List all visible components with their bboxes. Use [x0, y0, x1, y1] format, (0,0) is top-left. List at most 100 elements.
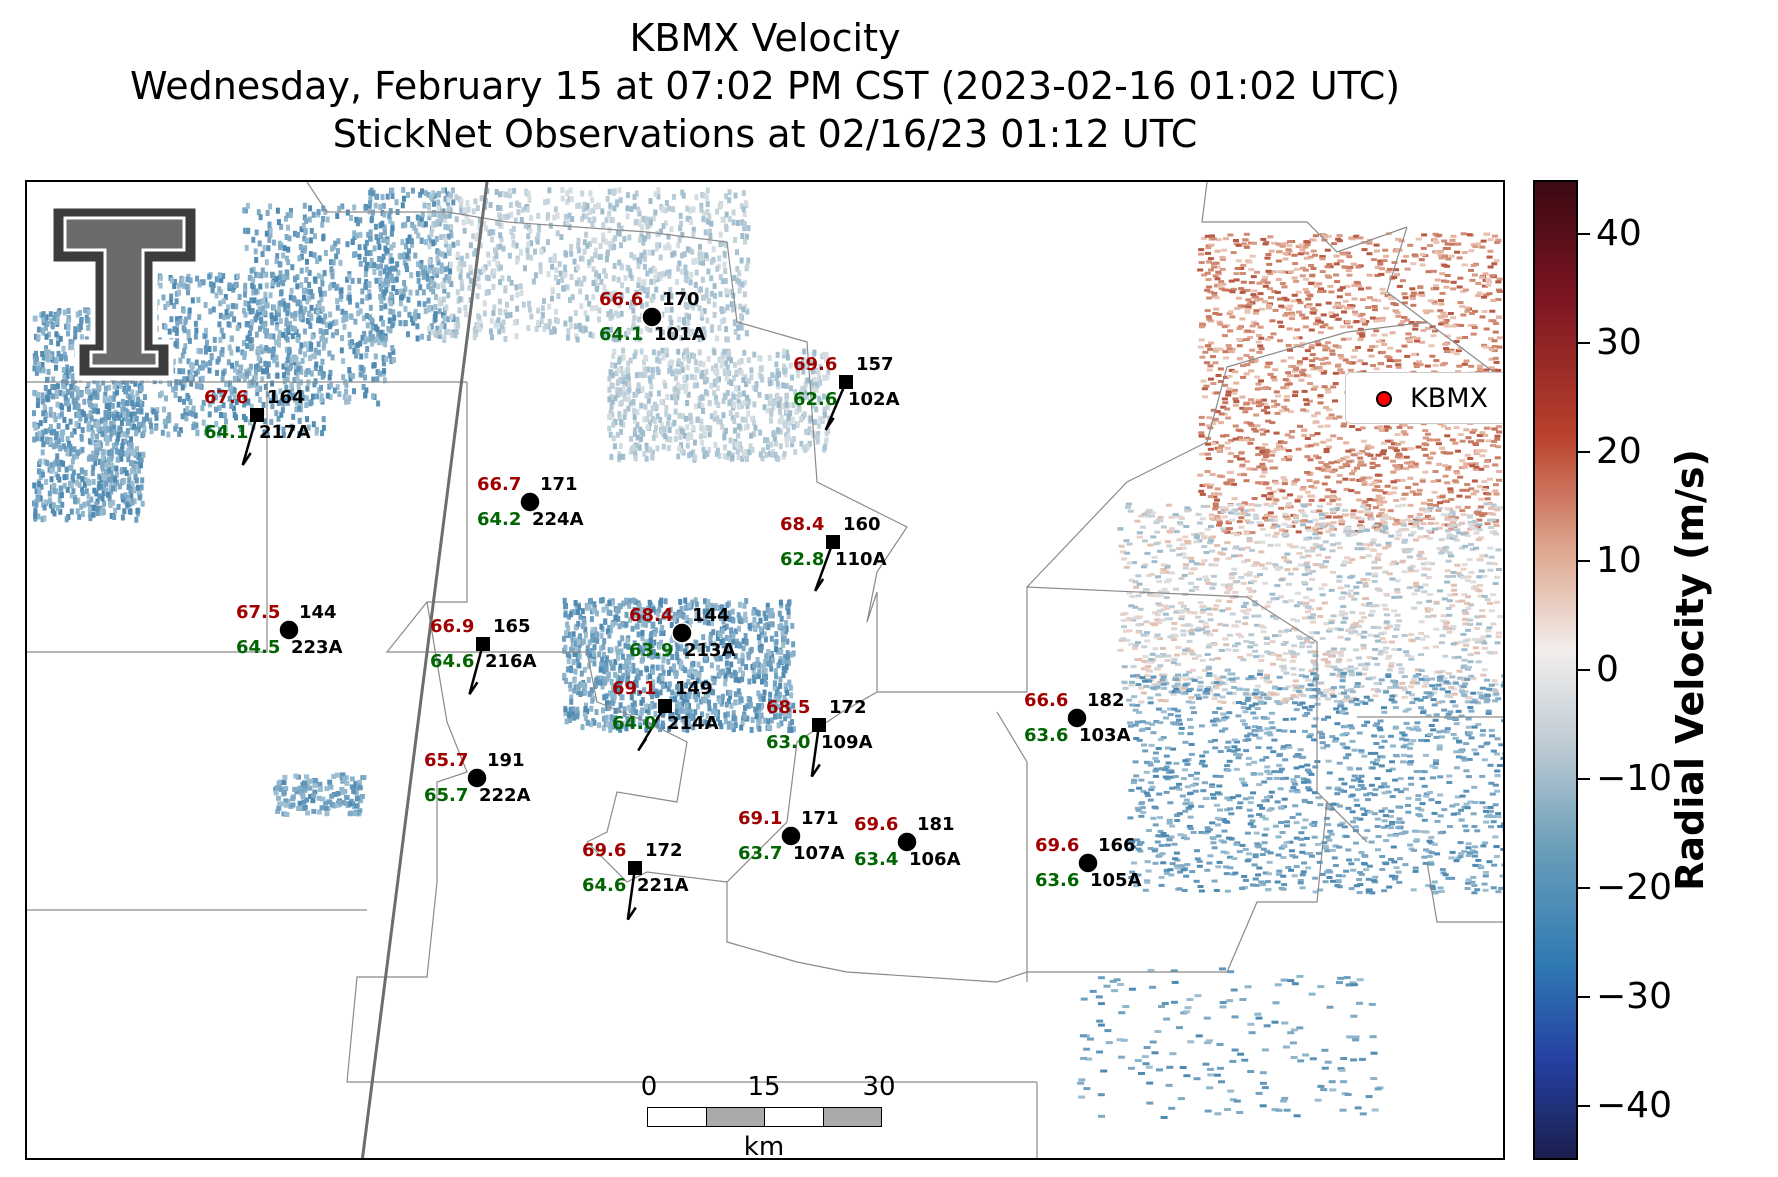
station-marker-107A[interactable]	[780, 825, 802, 847]
wind-barb-icon	[810, 724, 821, 778]
station-id: 221A	[637, 875, 689, 896]
station-temperature: 66.6	[1024, 690, 1069, 711]
station-temperature: 69.1	[612, 678, 657, 699]
station-temperature: 67.5	[236, 602, 281, 623]
station-marker-222A[interactable]	[466, 767, 488, 789]
station-id: 216A	[485, 651, 537, 672]
station-id: 107A	[793, 843, 845, 864]
radar-map[interactable]: KBMX 66.6 170 64.1 101A 69.6 157 62.6 102A 67.6 1…	[25, 180, 1505, 1160]
station-temperature: 69.6	[793, 354, 838, 375]
station-id: 109A	[821, 732, 873, 753]
station-dewpoint: 64.2	[477, 509, 522, 530]
colorbar-tick-label: −10	[1596, 757, 1672, 799]
station-wind-direction: 171	[540, 474, 578, 495]
legend-label: KBMX	[1410, 383, 1489, 414]
station-dewpoint: 63.9	[629, 640, 674, 661]
colorbar-label: Radial Velocity (m/s)	[1668, 449, 1712, 891]
station-temperature: 68.4	[780, 514, 825, 535]
colorbar-tick-mark	[1578, 1104, 1590, 1107]
station-wind-direction: 172	[829, 697, 867, 718]
scale-label-15: 15	[747, 1072, 781, 1102]
wind-barb-icon	[824, 381, 848, 431]
station-marker-223A[interactable]	[278, 619, 300, 641]
station-wind-direction: 182	[1087, 690, 1125, 711]
station-id: 217A	[259, 422, 311, 443]
station-temperature: 68.5	[766, 697, 811, 718]
colorbar-tick-mark	[1578, 233, 1590, 236]
texas-tech-logo-icon	[48, 203, 201, 381]
colorbar-tick-mark	[1578, 669, 1590, 671]
station-id: 224A	[532, 509, 584, 530]
station-temperature: 69.1	[738, 808, 783, 829]
station-dewpoint: 63.6	[1035, 870, 1080, 891]
colorbar-tick-mark	[1578, 995, 1590, 998]
station-id: 106A	[909, 849, 961, 870]
station-temperature: 68.4	[629, 605, 674, 626]
station-dewpoint: 63.6	[1024, 725, 1069, 746]
colorbar-tick-mark	[1578, 886, 1590, 889]
title-line-2: Wednesday, February 15 at 07:02 PM CST (…	[129, 64, 1401, 108]
station-wind-direction: 181	[917, 814, 955, 835]
wind-barb-icon	[241, 414, 259, 466]
station-id: 213A	[684, 640, 736, 661]
station-wind-direction: 172	[645, 840, 683, 861]
colorbar-tick-label: 40	[1596, 213, 1642, 255]
station-temperature: 66.7	[477, 474, 522, 495]
station-wind-direction: 164	[267, 387, 305, 408]
station-dewpoint: 64.1	[204, 422, 249, 443]
station-marker-109A[interactable]	[812, 718, 826, 732]
station-id: 110A	[835, 549, 887, 570]
colorbar-tick-label: −40	[1596, 1084, 1672, 1126]
station-marker-101A[interactable]	[641, 306, 663, 328]
station-wind-direction: 191	[487, 750, 525, 771]
scale-label-0: 0	[640, 1072, 658, 1102]
station-wind-direction: 144	[692, 605, 730, 626]
station-dewpoint: 64.5	[236, 637, 281, 658]
station-temperature: 69.6	[582, 840, 627, 861]
colorbar-tick-mark	[1578, 560, 1590, 563]
station-wind-direction: 170	[662, 289, 700, 310]
title-line-1: KBMX Velocity	[629, 16, 901, 60]
station-marker-110A[interactable]	[826, 535, 840, 549]
colorbar-tick-label: 10	[1596, 540, 1642, 582]
station-marker-106A[interactable]	[896, 831, 918, 853]
station-temperature: 69.6	[1035, 835, 1080, 856]
station-marker-221A[interactable]	[628, 861, 642, 875]
colorbar-tick-label: −20	[1596, 866, 1672, 908]
station-dewpoint: 63.4	[854, 849, 899, 870]
station-wind-direction: 166	[1098, 835, 1136, 856]
scale-bar	[647, 1107, 882, 1127]
station-dewpoint: 64.0	[612, 713, 657, 734]
wind-barb-icon	[637, 705, 667, 752]
title-line-3: StickNet Observations at 02/16/23 01:12 …	[332, 112, 1198, 156]
wind-barb-icon	[814, 541, 835, 592]
station-marker-213A[interactable]	[671, 622, 693, 644]
station-dewpoint: 65.7	[424, 785, 469, 806]
station-temperature: 66.9	[430, 616, 475, 637]
station-marker-216A[interactable]	[476, 637, 490, 651]
station-temperature: 69.6	[854, 814, 899, 835]
station-id: 214A	[667, 713, 719, 734]
station-id: 222A	[479, 785, 531, 806]
station-marker-102A[interactable]	[839, 375, 853, 389]
kbmx-marker-icon	[1376, 391, 1392, 407]
velocity-echoes	[32, 187, 1503, 1119]
colorbar	[1533, 180, 1578, 1160]
station-wind-direction: 157	[856, 354, 894, 375]
map-layers	[27, 182, 1503, 1158]
station-marker-217A[interactable]	[250, 408, 264, 422]
station-marker-105A[interactable]	[1077, 852, 1099, 874]
station-dewpoint: 63.0	[766, 732, 811, 753]
station-marker-224A[interactable]	[519, 491, 541, 513]
wind-barb-icon	[468, 643, 485, 695]
colorbar-tick-label: 0	[1596, 649, 1619, 690]
station-marker-103A[interactable]	[1066, 707, 1088, 729]
station-dewpoint: 64.6	[430, 651, 475, 672]
station-temperature: 66.6	[599, 289, 644, 310]
station-dewpoint: 62.8	[780, 549, 825, 570]
station-wind-direction: 144	[299, 602, 337, 623]
station-marker-214A[interactable]	[658, 699, 672, 713]
station-temperature: 65.7	[424, 750, 469, 771]
colorbar-tick-mark	[1578, 342, 1590, 345]
colorbar-tick-mark	[1578, 777, 1590, 780]
